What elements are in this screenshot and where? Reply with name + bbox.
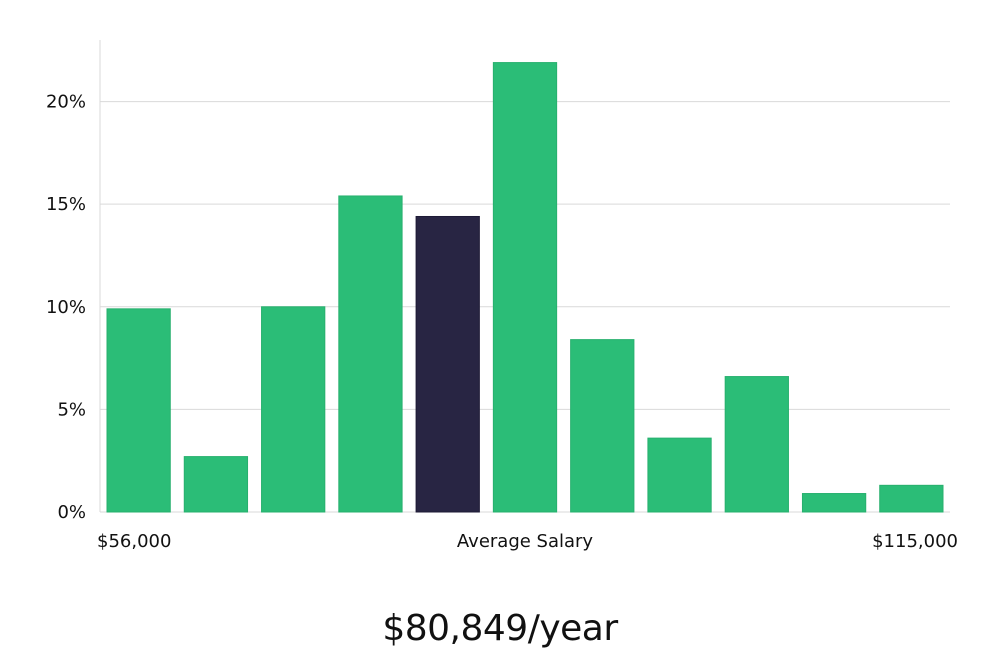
bar (492, 62, 558, 513)
bar (106, 308, 171, 513)
y-tick-label: 15% (46, 194, 86, 215)
bars (106, 62, 944, 513)
bar (261, 306, 326, 513)
bar (724, 376, 789, 513)
bar (879, 484, 944, 513)
bar (801, 493, 867, 513)
y-tick-label: 0% (57, 502, 86, 523)
bar-highlighted (415, 215, 480, 513)
bar (183, 456, 249, 513)
y-tick-label: 10% (46, 297, 86, 318)
x-max-label: $115,000 (872, 531, 958, 552)
bar (647, 437, 712, 513)
x-min-label: $56,000 (97, 531, 171, 552)
y-tick-labels: 0% 5% 10% 15% 20% (46, 92, 86, 523)
x-axis-title: Average Salary (457, 531, 594, 552)
y-tick-label: 20% (46, 92, 86, 113)
chart-canvas: 0% 5% 10% 15% 20% $56,000 Average Salary $11… (46, 40, 958, 552)
bar (338, 195, 403, 513)
average-salary-value: $80,849/year (382, 608, 618, 649)
bar (570, 339, 635, 513)
y-tick-label: 5% (57, 399, 86, 420)
